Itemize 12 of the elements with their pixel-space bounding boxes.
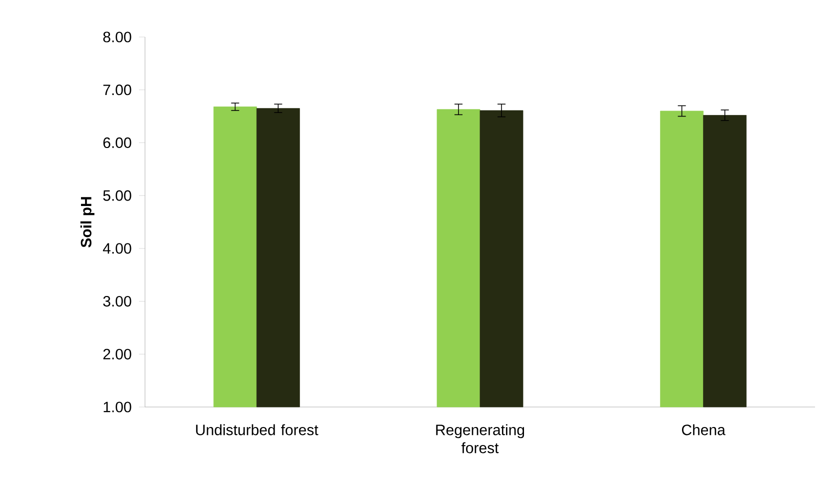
- x-tick-label: Regenerating forest: [436, 424, 524, 454]
- y-tick-label: 2.00: [103, 348, 132, 360]
- y-tick-label: 4.00: [102, 243, 132, 254]
- y-tick-label: 5.00: [103, 190, 132, 201]
- y-tick-label: 6.00: [103, 137, 132, 148]
- x-tick-label: Undisturbed forest: [196, 424, 318, 436]
- y-axis-title: Soil pH: [80, 197, 94, 248]
- y-tick-label: 3.00: [103, 296, 132, 307]
- y-tick-label: 7.00: [103, 84, 132, 96]
- y-tick-label: 1.00: [104, 402, 132, 412]
- y-tick-label: 8.00: [103, 32, 132, 42]
- x-tick-label: Chena: [682, 424, 726, 436]
